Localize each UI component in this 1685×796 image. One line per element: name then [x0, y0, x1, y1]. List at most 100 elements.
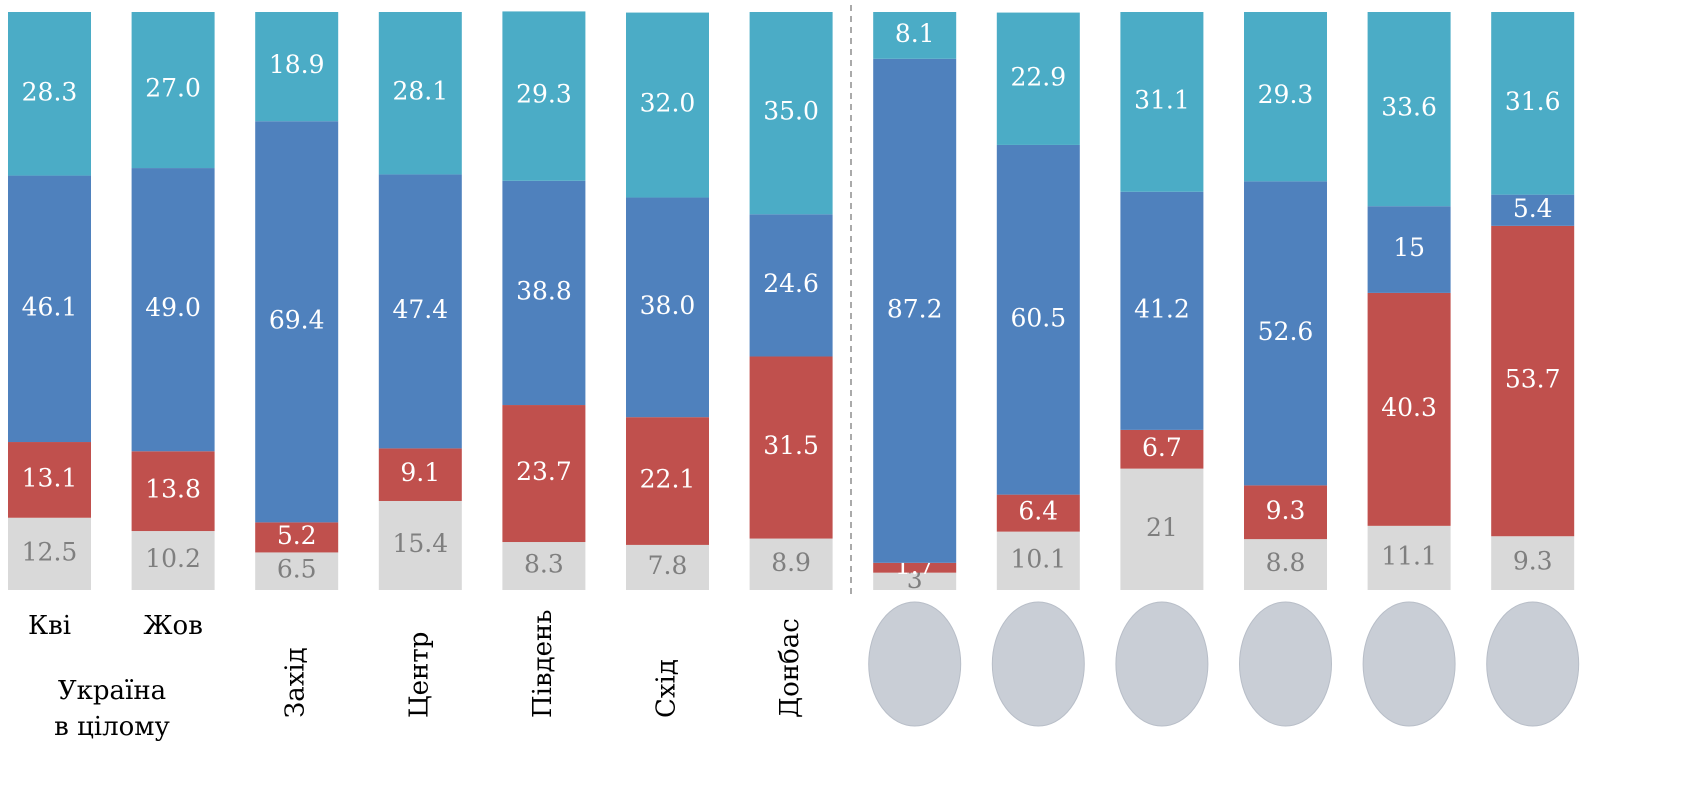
- bar-segment: [749, 356, 833, 539]
- value-label: 32.0: [640, 89, 696, 118]
- bar-segment: [255, 121, 339, 523]
- value-label: 41.2: [1134, 294, 1190, 323]
- value-label: 27.0: [145, 74, 201, 103]
- bar-segment: [378, 174, 462, 449]
- group-label: Україна: [58, 676, 166, 706]
- value-label: 46.1: [22, 292, 78, 321]
- candidate-photo: [1486, 601, 1580, 727]
- value-label: 10.2: [145, 544, 201, 573]
- value-label: 15.4: [392, 529, 448, 558]
- bar-segment: [1120, 468, 1204, 590]
- value-label: 31.6: [1505, 87, 1561, 116]
- value-label: 53.7: [1505, 365, 1561, 394]
- bar-segment: [1491, 225, 1575, 537]
- x-tick-label: Схід: [652, 659, 682, 718]
- value-label: 28.1: [392, 77, 448, 106]
- bar-segment: [131, 531, 215, 590]
- bar-segment: [1120, 191, 1204, 430]
- candidate-photo: [1362, 601, 1456, 727]
- bar-segment: [749, 12, 833, 215]
- group-label: в цілому: [54, 712, 170, 742]
- x-tick-label: Кві: [28, 611, 71, 641]
- value-label: 8.8: [1266, 548, 1306, 577]
- bar-segment: [131, 451, 215, 532]
- bar-segment: [996, 12, 1080, 145]
- candidate-photo: [868, 601, 962, 727]
- value-label: 69.4: [269, 305, 325, 334]
- bar-segment: [255, 522, 339, 553]
- value-label: 13.1: [22, 463, 78, 492]
- bar-segment: [502, 405, 586, 543]
- value-label: 13.8: [145, 475, 201, 504]
- value-label: 18.9: [269, 50, 325, 79]
- bar-segment: [626, 417, 709, 545]
- bar-segment: [8, 12, 91, 176]
- value-label: 60.5: [1010, 303, 1066, 332]
- value-label: 29.3: [516, 80, 572, 109]
- bar-segment: [502, 542, 586, 590]
- bar-segment: [749, 214, 833, 357]
- candidate-photo: [991, 601, 1085, 727]
- value-label: 24.6: [763, 269, 819, 298]
- bar-segment: [1491, 12, 1575, 195]
- value-label: 31.5: [763, 431, 819, 460]
- bar-segment: [873, 58, 957, 563]
- bar-segment: [996, 531, 1080, 590]
- bar-segment: [1244, 485, 1327, 540]
- bar-segment: [1367, 206, 1451, 293]
- value-label: 52.6: [1258, 317, 1314, 346]
- bar-segment: [1491, 536, 1575, 590]
- bar-segment: [378, 448, 462, 501]
- value-label: 49.0: [145, 293, 201, 322]
- bar-segment: [502, 180, 586, 406]
- value-label: 21: [1146, 513, 1178, 542]
- bar-segment: [1120, 429, 1204, 469]
- bar-segment: [626, 197, 709, 418]
- bar-segment: [131, 168, 215, 452]
- value-label: 33.6: [1381, 93, 1437, 122]
- bar-segment: [1244, 12, 1327, 182]
- x-tick-label: Центр: [404, 632, 434, 718]
- value-label: 23.7: [516, 457, 572, 486]
- x-tick-label: Захід: [281, 647, 311, 718]
- value-label: 87.2: [887, 294, 943, 323]
- bar-segment: [1244, 181, 1327, 486]
- value-label: 29.3: [1258, 80, 1314, 109]
- bar-segment: [131, 12, 215, 169]
- value-label: 38.0: [640, 291, 696, 320]
- bar-segment: [255, 552, 339, 590]
- value-label: 6.5: [277, 555, 317, 584]
- value-label: 22.9: [1010, 62, 1066, 91]
- candidate-photo: [1115, 601, 1209, 727]
- value-label: 31.1: [1134, 85, 1190, 114]
- bar-segment: [996, 494, 1080, 532]
- bar-segment: [873, 562, 957, 573]
- bar-segment: [626, 12, 709, 198]
- bar-segment: [749, 538, 833, 590]
- bar-segment: [1367, 525, 1451, 590]
- candidate-photo: [1239, 601, 1332, 727]
- bar-segment: [8, 517, 91, 590]
- value-label: 8.9: [771, 548, 811, 577]
- value-label: 15: [1393, 233, 1425, 262]
- value-label: 5.4: [1513, 194, 1553, 223]
- bar-segment: [255, 12, 339, 122]
- bar-segment: [378, 12, 462, 175]
- value-label: 9.3: [1513, 547, 1553, 576]
- value-label: 22.1: [640, 465, 696, 494]
- value-label: 5.2: [277, 521, 317, 550]
- value-label: 47.4: [392, 295, 448, 324]
- bar-segment: [502, 11, 586, 181]
- value-label: 6.4: [1018, 497, 1058, 526]
- x-tick-label: Донбас: [775, 618, 805, 718]
- value-label: 9.1: [400, 458, 440, 487]
- bar-segment: [8, 175, 91, 443]
- bar-segment: [1367, 292, 1451, 526]
- x-tick-label: Жов: [143, 611, 203, 641]
- value-label: 38.8: [516, 276, 572, 305]
- value-label: 8.3: [524, 550, 564, 579]
- bar-segment: [873, 572, 957, 590]
- value-label: 9.3: [1266, 496, 1306, 525]
- bar-segment: [8, 442, 91, 518]
